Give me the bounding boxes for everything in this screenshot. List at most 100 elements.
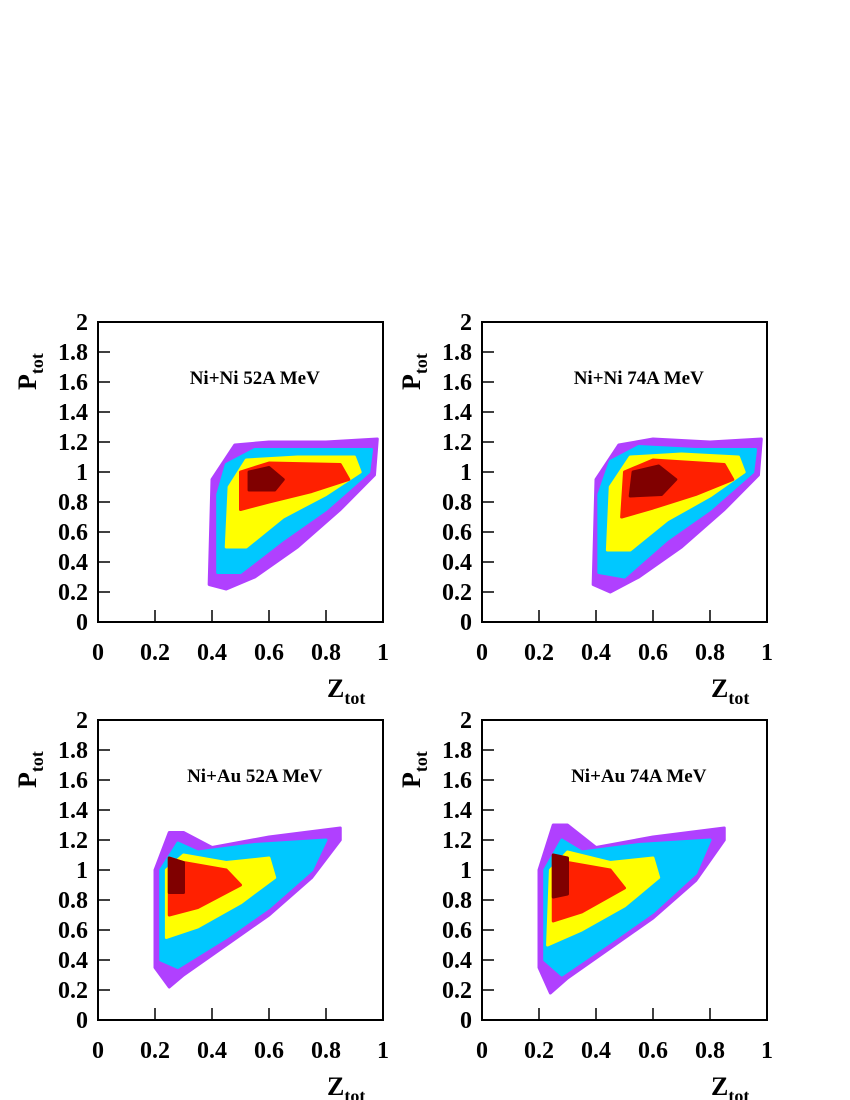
y-tick-label: 0.6 — [58, 918, 88, 944]
x-tick-label: 1 — [761, 640, 773, 666]
y-tick-label: 0 — [76, 1008, 88, 1034]
y-tick-label: 1 — [76, 460, 88, 486]
contour-level — [247, 466, 285, 492]
y-axis-symbol: P — [397, 772, 426, 788]
contour-level — [167, 856, 185, 894]
x-axis-symbol: Z — [711, 674, 728, 703]
y-tick-label: 0.2 — [442, 580, 472, 606]
x-tick-label: 0.4 — [581, 1038, 611, 1064]
x-axis-subscript: tot — [728, 1086, 749, 1100]
x-tick-label: 0.8 — [311, 640, 341, 666]
y-axis-subscript: tot — [411, 353, 431, 374]
x-axis-title: Ztot — [327, 1072, 365, 1100]
x-tick-label: 0.6 — [638, 1038, 668, 1064]
x-axis-subscript: tot — [728, 688, 749, 708]
y-tick-label: 0.4 — [442, 550, 472, 576]
x-axis-title: Ztot — [711, 674, 749, 708]
x-tick-label: 0.8 — [695, 640, 725, 666]
y-tick-label: 2 — [76, 708, 88, 734]
x-tick-label: 1 — [377, 640, 389, 666]
y-tick-label: 0.8 — [58, 490, 88, 516]
y-axis-title: Ptot — [13, 751, 47, 788]
y-tick-label: 1.6 — [58, 768, 88, 794]
y-tick-label: 0.4 — [58, 550, 88, 576]
y-tick-label: 1 — [460, 460, 472, 486]
y-axis-symbol: P — [13, 374, 42, 390]
x-axis-symbol: Z — [711, 1072, 728, 1100]
y-tick-label: 1.4 — [442, 798, 472, 824]
x-tick-label: 0.8 — [311, 1038, 341, 1064]
x-axis-title: Ztot — [711, 1072, 749, 1100]
y-tick-label: 1.8 — [442, 738, 472, 764]
y-tick-label: 1.8 — [58, 340, 88, 366]
y-tick-label: 1.2 — [58, 828, 88, 854]
x-axis-subscript: tot — [344, 1086, 365, 1100]
x-tick-label: 0.4 — [197, 1038, 227, 1064]
x-axis-title: Ztot — [327, 674, 365, 708]
panel: 0 0.2 0.4 0.6 0.8 1 0 0.2 0.4 0.6 0.8 1 1.2 1.4 1.6 1.8… — [397, 708, 773, 1100]
x-tick-label: 0 — [92, 640, 104, 666]
y-tick-label: 0 — [460, 610, 472, 636]
contour-level — [628, 464, 678, 498]
x-tick-label: 0.6 — [638, 640, 668, 666]
y-axis-subscript: tot — [411, 751, 431, 772]
y-tick-label: 1.4 — [58, 798, 88, 824]
y-tick-label: 0 — [76, 610, 88, 636]
x-tick-label: 0.2 — [140, 1038, 170, 1064]
y-tick-label: 0.2 — [58, 580, 88, 606]
panel: 0 0.2 0.4 0.6 0.8 1 0 0.2 0.4 0.6 0.8 1 1.2 1.4 1.6 1.8… — [397, 310, 773, 708]
x-axis-subscript: tot — [344, 688, 365, 708]
y-axis-title: Ptot — [397, 353, 431, 390]
panel: 0 0.2 0.4 0.6 0.8 1 0 0.2 0.4 0.6 0.8 1 1.2 1.4 1.6 1.8… — [13, 708, 389, 1100]
y-tick-label: 1.2 — [442, 430, 472, 456]
x-axis-symbol: Z — [327, 1072, 344, 1100]
y-tick-label: 1.6 — [58, 370, 88, 396]
x-tick-label: 0 — [476, 640, 488, 666]
y-tick-label: 0.8 — [442, 888, 472, 914]
x-tick-label: 0 — [476, 1038, 488, 1064]
contour-level — [551, 853, 569, 899]
y-axis-symbol: P — [397, 374, 426, 390]
panel-label: Ni+Ni 74A MeV — [574, 368, 704, 389]
y-tick-label: 0.6 — [442, 918, 472, 944]
y-tick-label: 2 — [76, 310, 88, 336]
x-tick-label: 0.8 — [695, 1038, 725, 1064]
y-tick-label: 0.8 — [58, 888, 88, 914]
y-tick-label: 0.8 — [442, 490, 472, 516]
y-tick-label: 1.8 — [442, 340, 472, 366]
x-tick-label: 1 — [761, 1038, 773, 1064]
y-tick-label: 0.2 — [442, 978, 472, 1004]
y-tick-label: 1.6 — [442, 768, 472, 794]
panel-label: Ni+Au 52A MeV — [187, 766, 323, 787]
x-tick-label: 0.2 — [140, 640, 170, 666]
x-tick-label: 0.2 — [524, 1038, 554, 1064]
x-tick-label: 0.6 — [254, 1038, 284, 1064]
y-tick-label: 0 — [460, 1008, 472, 1034]
x-axis-symbol: Z — [327, 674, 344, 703]
panel: 0 0.2 0.4 0.6 0.8 1 0 0.2 0.4 0.6 0.8 1 1.2 1.4 1.6 1.8… — [13, 310, 389, 708]
y-tick-label: 0.2 — [58, 978, 88, 1004]
y-axis-title: Ptot — [397, 751, 431, 788]
y-tick-label: 0.6 — [442, 520, 472, 546]
y-tick-label: 0.4 — [58, 948, 88, 974]
y-tick-label: 2 — [460, 708, 472, 734]
x-tick-label: 1 — [377, 1038, 389, 1064]
y-tick-label: 0.6 — [58, 520, 88, 546]
x-tick-label: 0.2 — [524, 640, 554, 666]
y-tick-label: 1.4 — [58, 400, 88, 426]
panel-label: Ni+Ni 52A MeV — [190, 368, 320, 389]
x-tick-label: 0.4 — [581, 640, 611, 666]
y-axis-symbol: P — [13, 772, 42, 788]
y-axis-title: Ptot — [13, 353, 47, 390]
y-tick-label: 2 — [460, 310, 472, 336]
x-tick-label: 0.4 — [197, 640, 227, 666]
x-tick-label: 0.6 — [254, 640, 284, 666]
y-tick-label: 1.8 — [58, 738, 88, 764]
y-tick-label: 1.2 — [58, 430, 88, 456]
y-axis-subscript: tot — [27, 751, 47, 772]
y-tick-label: 0.4 — [442, 948, 472, 974]
y-tick-label: 1 — [460, 858, 472, 884]
y-tick-label: 1 — [76, 858, 88, 884]
panel-label: Ni+Au 74A MeV — [571, 766, 707, 787]
